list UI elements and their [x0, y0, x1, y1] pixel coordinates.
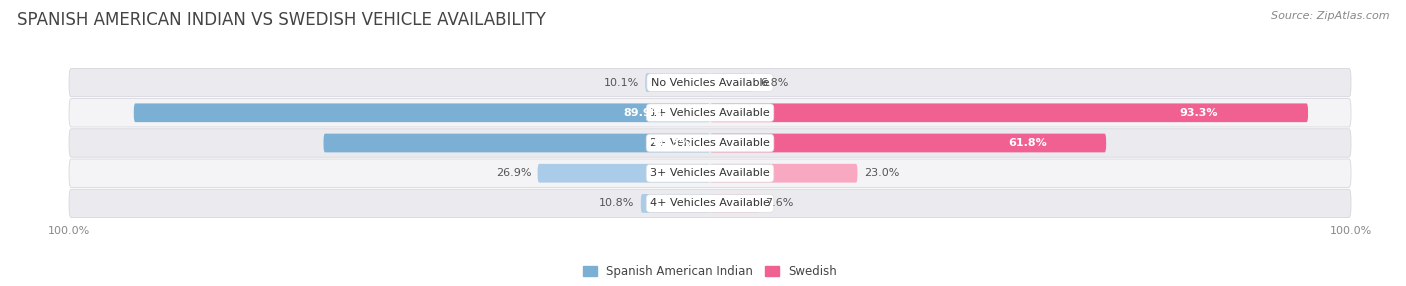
FancyBboxPatch shape [69, 189, 1351, 218]
Text: 89.9%: 89.9% [624, 108, 662, 118]
Text: Source: ZipAtlas.com: Source: ZipAtlas.com [1271, 11, 1389, 21]
Text: 6.8%: 6.8% [761, 78, 789, 88]
Text: 4+ Vehicles Available: 4+ Vehicles Available [650, 198, 770, 208]
Text: No Vehicles Available: No Vehicles Available [651, 78, 769, 88]
Text: 23.0%: 23.0% [863, 168, 900, 178]
Text: 26.9%: 26.9% [496, 168, 531, 178]
FancyBboxPatch shape [641, 194, 710, 213]
Text: 7.6%: 7.6% [765, 198, 793, 208]
FancyBboxPatch shape [323, 134, 710, 152]
Text: 10.1%: 10.1% [603, 78, 638, 88]
FancyBboxPatch shape [69, 99, 1351, 127]
Text: SPANISH AMERICAN INDIAN VS SWEDISH VEHICLE AVAILABILITY: SPANISH AMERICAN INDIAN VS SWEDISH VEHIC… [17, 11, 546, 29]
FancyBboxPatch shape [69, 68, 1351, 97]
Text: 93.3%: 93.3% [1180, 108, 1219, 118]
FancyBboxPatch shape [69, 129, 1351, 157]
FancyBboxPatch shape [537, 164, 710, 182]
FancyBboxPatch shape [645, 73, 710, 92]
FancyBboxPatch shape [710, 73, 754, 92]
Text: 1+ Vehicles Available: 1+ Vehicles Available [650, 108, 770, 118]
Text: 61.8%: 61.8% [1008, 138, 1046, 148]
Text: 60.3%: 60.3% [652, 138, 690, 148]
FancyBboxPatch shape [134, 104, 710, 122]
Text: 2+ Vehicles Available: 2+ Vehicles Available [650, 138, 770, 148]
FancyBboxPatch shape [69, 159, 1351, 187]
FancyBboxPatch shape [710, 134, 1107, 152]
FancyBboxPatch shape [710, 104, 1308, 122]
Text: 3+ Vehicles Available: 3+ Vehicles Available [650, 168, 770, 178]
Legend: Spanish American Indian, Swedish: Spanish American Indian, Swedish [582, 265, 838, 278]
FancyBboxPatch shape [710, 164, 858, 182]
Text: 10.8%: 10.8% [599, 198, 634, 208]
FancyBboxPatch shape [710, 194, 759, 213]
